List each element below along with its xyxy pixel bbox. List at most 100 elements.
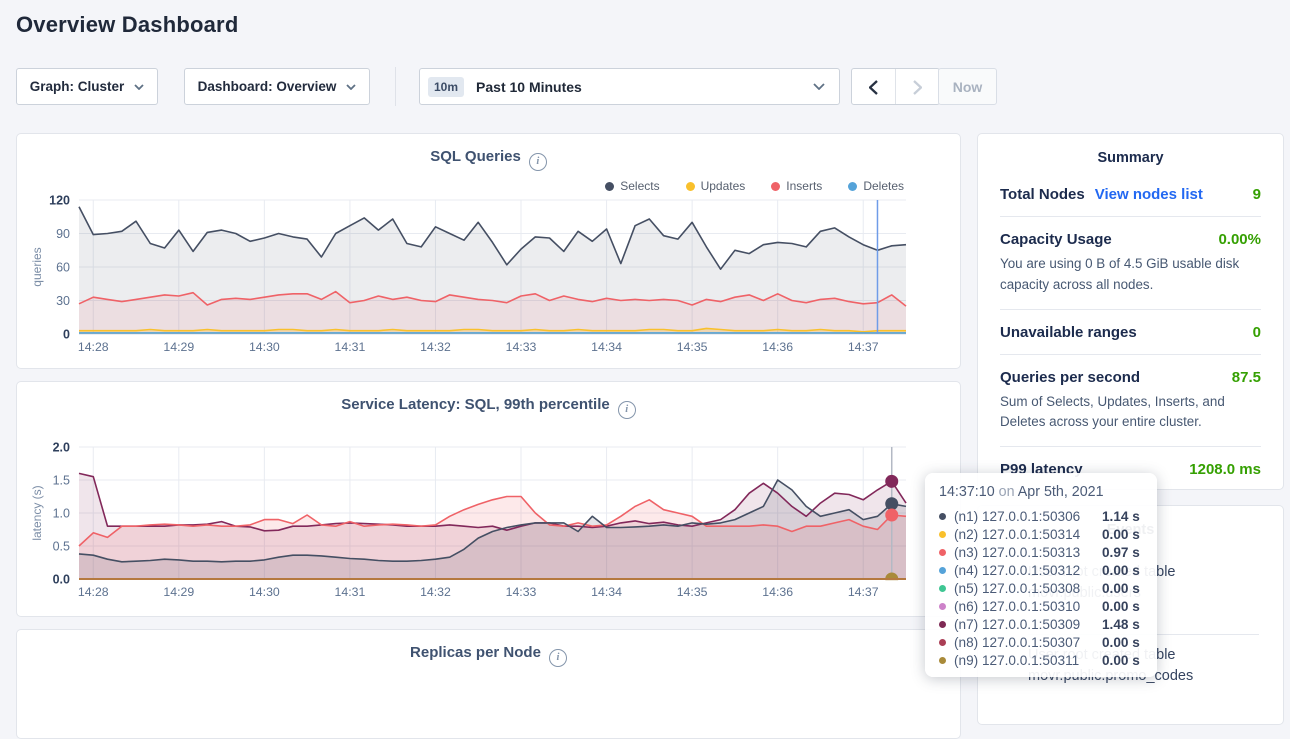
summary-label: Queries per second [1000,368,1141,386]
service-latency-title: Service Latency: SQL, 99th percentile [341,396,610,413]
chart-hover-tooltip: 14:37:10 on Apr 5th, 2021 (n1) 127.0.0.1… [925,473,1157,677]
node-latency-value: 0.00 s [1102,634,1140,650]
sql-queries-legend: Selects Updates Inserts Deletes [605,179,904,193]
node-latency-value: 1.48 s [1102,616,1140,632]
summary-label: Total Nodes [1000,186,1085,203]
legend-dot [771,181,781,191]
service-latency-title-row: Service Latency: SQL, 99th percentile i [17,396,960,419]
tooltip-node-row: (n7) 127.0.0.1:50309 1.48 s [939,615,1143,633]
graph-dropdown-label: Graph: Cluster [29,79,125,94]
svg-text:14:28: 14:28 [78,340,109,354]
node-latency-value: 0.00 s [1102,580,1140,596]
info-icon[interactable]: i [528,152,547,171]
summary-label: Unavailable ranges [1000,323,1137,341]
time-range-badge: 10m [428,76,465,97]
svg-text:14:30: 14:30 [249,585,280,599]
chevron-down-icon [134,83,144,90]
summary-value: 0 [1252,323,1261,341]
svg-text:14:33: 14:33 [506,585,537,599]
svg-text:0: 0 [63,328,70,342]
view-nodes-list-link[interactable]: View nodes list [1094,186,1203,203]
tooltip-node-row: (n9) 127.0.0.1:50311 0.00 s [939,651,1143,669]
legend-item-deletes: Deletes [848,179,904,193]
sql-queries-card: SQL Queries i Selects Updates Inserts Delete… [16,133,961,369]
next-time-button[interactable] [895,69,939,104]
summary-label: Capacity Usage [1000,231,1112,248]
node-address: (n2) 127.0.0.1:50314 [954,526,1081,542]
node-address: (n7) 127.0.0.1:50309 [954,616,1081,632]
tooltip-node-row: (n5) 127.0.0.1:50308 0.00 s [939,579,1143,597]
sql-queries-title: SQL Queries [430,148,521,165]
svg-text:latency (s): latency (s) [30,485,44,540]
svg-text:14:32: 14:32 [420,340,451,354]
summary-value: 87.5 [1231,368,1261,386]
tooltip-node-row: (n8) 127.0.0.1:50307 0.00 s [939,633,1143,651]
summary-value: 1208.0 ms [1189,461,1261,479]
tooltip-node-row: (n3) 127.0.0.1:50313 0.97 s [939,543,1143,561]
node-address: (n8) 127.0.0.1:50307 [954,634,1081,650]
svg-text:14:31: 14:31 [335,340,366,354]
svg-text:14:37: 14:37 [848,340,879,354]
tooltip-node-row: (n2) 127.0.0.1:50314 0.00 s [939,525,1143,543]
tooltip-node-row: (n6) 127.0.0.1:50310 0.00 s [939,597,1143,615]
node-color-dot [939,548,946,556]
service-latency-card: Service Latency: SQL, 99th percentile i 0… [16,381,961,617]
node-latency-value: 0.00 s [1102,598,1140,614]
sql-queries-title-row: SQL Queries i [17,148,960,171]
svg-text:queries: queries [30,247,44,286]
page-title: Overview Dashboard [16,12,239,37]
svg-text:0.5: 0.5 [53,540,70,554]
summary-value: 9 [1252,186,1261,203]
node-address: (n5) 127.0.0.1:50308 [954,580,1081,596]
summary-description: You are using 0 B of 4.5 GiB usable disk… [1000,256,1240,292]
node-color-dot [939,638,946,646]
legend-item-updates: Updates [685,179,746,193]
svg-text:1.5: 1.5 [53,474,70,488]
replicas-per-node-card: Replicas per Node i [16,629,961,739]
summary-row: Unavailable ranges 0 [1000,308,1261,354]
chevron-down-icon [346,83,357,90]
service-latency-chart[interactable]: 0.0 0.5 1.0 1.5 2.0 14:28 14:29 14:30 14:31 14:32… [17,382,962,618]
summary-rows: Total Nodes View nodes list 9 Capacity Usag… [978,166,1283,491]
node-color-dot [939,530,946,538]
svg-text:1.0: 1.0 [53,507,70,521]
node-address: (n1) 127.0.0.1:50306 [954,508,1081,524]
time-range-selector[interactable]: 10m Past 10 Minutes [419,68,840,105]
svg-text:14:35: 14:35 [677,340,708,354]
summary-row: Capacity Usage 0.00% You are using 0 B of … [1000,216,1261,309]
now-button-label: Now [952,78,983,95]
node-address: (n9) 127.0.0.1:50311 [954,652,1080,668]
info-icon[interactable]: i [548,648,567,667]
dashboard-dropdown[interactable]: Dashboard: Overview [184,68,370,105]
legend-dot [848,181,858,191]
info-icon[interactable]: i [617,400,636,419]
legend-label: Updates [700,179,746,193]
summary-row: Total Nodes View nodes list 9 [1000,172,1261,216]
svg-text:14:35: 14:35 [677,585,708,599]
node-address: (n4) 127.0.0.1:50312 [954,562,1081,578]
svg-text:14:32: 14:32 [420,585,451,599]
replicas-title-row: Replicas per Node i [17,644,960,667]
graph-dropdown[interactable]: Graph: Cluster [16,68,158,105]
prev-time-button[interactable] [852,69,895,104]
chevron-right-icon [913,79,922,95]
legend-item-inserts: Inserts [771,179,822,193]
legend-item-selects: Selects [605,179,660,193]
svg-text:14:33: 14:33 [506,340,537,354]
legend-label: Deletes [863,179,904,193]
svg-text:14:30: 14:30 [249,340,280,354]
node-color-dot [939,566,946,574]
sql-queries-chart[interactable]: 0 30 60 90 120 14:28 14:29 14:30 14:31 14:32 14:33… [17,134,962,370]
summary-row: Queries per second 87.5 Sum of Selects, Up… [1000,353,1261,447]
svg-text:60: 60 [56,261,70,275]
node-color-dot [939,620,946,628]
svg-text:14:34: 14:34 [591,340,622,354]
now-button[interactable]: Now [938,68,997,105]
legend-label: Inserts [786,179,823,193]
replicas-title: Replicas per Node [410,644,541,661]
svg-text:14:36: 14:36 [762,585,793,599]
node-color-dot [939,656,946,664]
tooltip-node-row: (n1) 127.0.0.1:50306 1.14 s [939,507,1143,525]
node-color-dot [939,512,946,520]
svg-text:14:31: 14:31 [335,585,366,599]
